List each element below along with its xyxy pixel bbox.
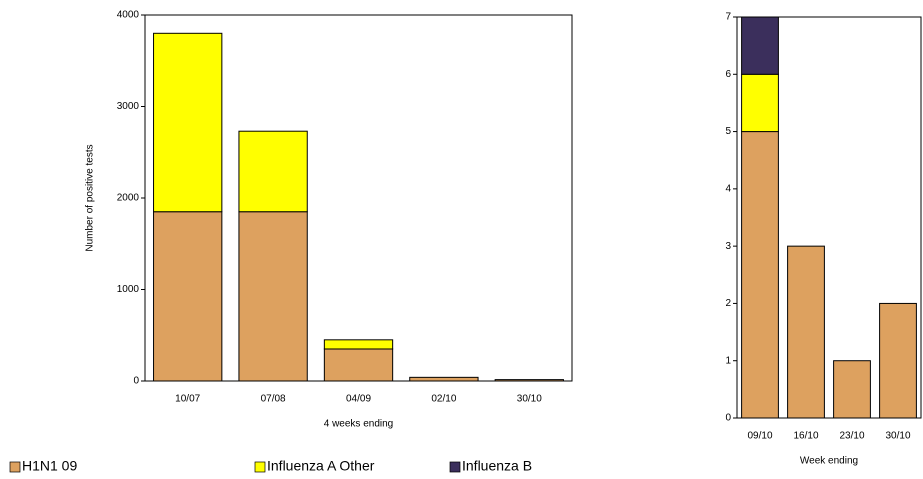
bar-segment <box>153 32 223 213</box>
plot-frame <box>736 16 922 419</box>
y-tick-label: 2000 <box>117 193 140 204</box>
bar-segment <box>787 245 825 419</box>
x-tick-label: 16/10 <box>793 431 818 442</box>
x-tick-label: 09/10 <box>747 431 772 442</box>
y-tick-label: 6 <box>725 69 731 80</box>
bar-segment <box>879 302 917 419</box>
legend-label: Influenza A Other <box>267 458 375 474</box>
x-tick-label: 10/07 <box>175 394 200 405</box>
bar-segment <box>238 211 308 382</box>
x-tick-label: 23/10 <box>839 431 864 442</box>
bar-segment <box>741 73 779 133</box>
legend-swatch <box>9 461 21 473</box>
y-tick-label: 4000 <box>117 10 140 21</box>
x-tick-label: 07/08 <box>261 394 286 405</box>
bar-segment <box>833 360 871 419</box>
legend-label: Influenza B <box>462 458 532 474</box>
bar-segment <box>741 131 779 419</box>
y-tick-label: 3000 <box>117 101 140 112</box>
legend-swatch <box>449 461 461 473</box>
x-tick-label: 04/09 <box>346 394 371 405</box>
bar-segment <box>153 211 223 382</box>
bar-segment <box>323 339 394 350</box>
y-tick-label: 1000 <box>117 284 140 295</box>
y-tick-label: 4 <box>725 183 731 194</box>
bar-segment <box>323 348 394 382</box>
y-axis-label: Number of positive tests <box>85 144 96 251</box>
y-tick-label: 2 <box>725 298 731 309</box>
plot-frame <box>144 14 573 382</box>
y-tick-label: 0 <box>133 376 139 387</box>
legend-label: H1N1 09 <box>22 458 77 474</box>
bar-segment <box>741 16 779 75</box>
y-tick-label: 3 <box>725 241 731 252</box>
y-tick-label: 0 <box>725 413 731 424</box>
x-tick-label: 30/10 <box>517 394 542 405</box>
bar-segment <box>238 130 308 213</box>
x-axis-label: Week ending <box>800 456 858 467</box>
bar-segment <box>409 376 479 382</box>
y-tick-label: 1 <box>725 355 731 366</box>
x-axis-label: 4 weeks ending <box>324 419 394 430</box>
legend-swatch <box>254 461 266 473</box>
y-tick-label: 7 <box>725 12 731 23</box>
x-tick-label: 02/10 <box>431 394 456 405</box>
x-tick-label: 30/10 <box>885 431 910 442</box>
y-tick-label: 5 <box>725 126 731 137</box>
